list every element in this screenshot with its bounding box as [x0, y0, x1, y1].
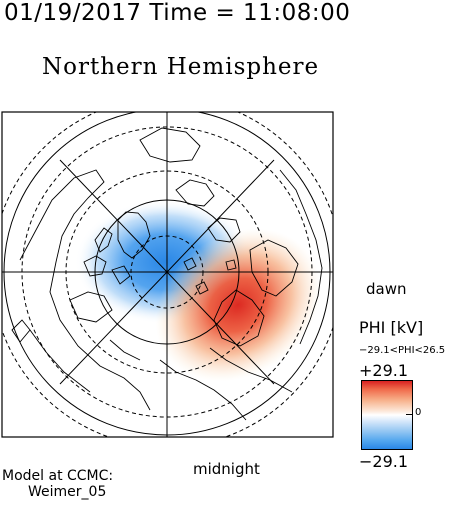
- model-credit: Model at CCMC: Weimer_05: [2, 468, 113, 500]
- model-credit-line1: Model at CCMC:: [2, 468, 114, 484]
- plot-title: Northern Hemisphere: [42, 54, 320, 80]
- timestamp: 01/19/2017 Time = 11:08:00: [4, 0, 351, 26]
- legend-min-label: −29.1: [359, 452, 409, 471]
- positive-potential-cell: [155, 228, 321, 382]
- color-bar-zero-tick: [406, 414, 412, 415]
- legend-title: PHI [kV]: [359, 318, 424, 337]
- dawn-label: dawn: [366, 280, 407, 298]
- color-bar: [361, 380, 413, 450]
- legend-max-label: +29.1: [359, 361, 409, 380]
- legend-range: −29.1<PHI<26.5: [359, 345, 446, 356]
- meridian-line: [59, 159, 275, 385]
- model-credit-line2: Weimer_05: [28, 484, 107, 500]
- coastlines: [11, 127, 323, 421]
- midnight-label: midnight: [193, 460, 260, 478]
- legend-zero-label: 0: [415, 407, 422, 418]
